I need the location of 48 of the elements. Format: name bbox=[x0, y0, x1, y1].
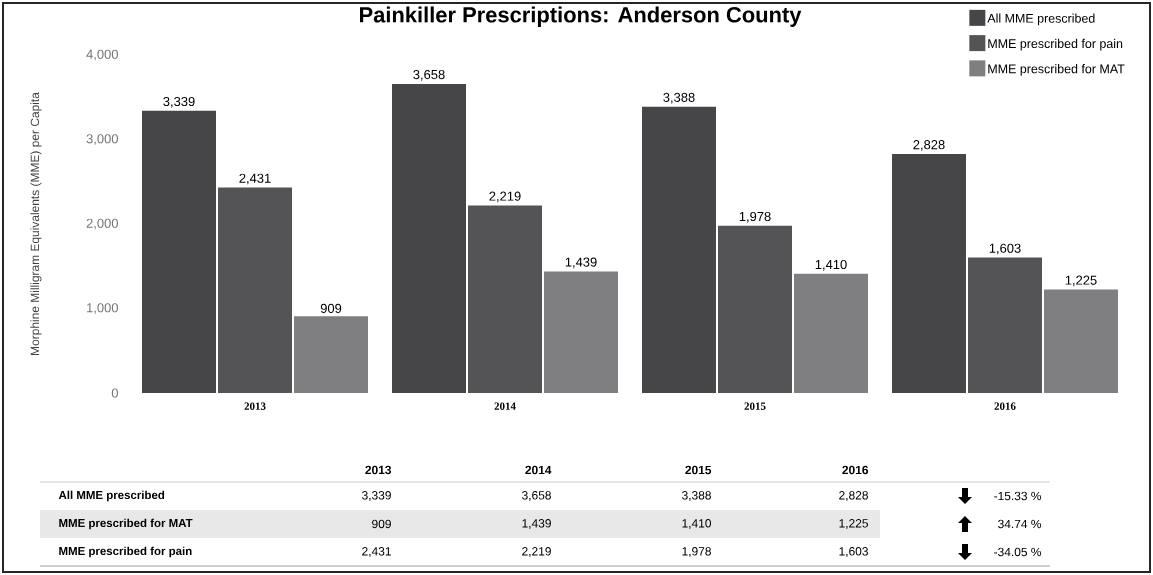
y-tick-label: 2,000 bbox=[86, 218, 118, 230]
data-label: 2,431 bbox=[239, 173, 271, 185]
category-label: 2014 bbox=[525, 465, 552, 475]
legend-label: All MME prescribed bbox=[987, 13, 1095, 26]
category-label: 2013 bbox=[365, 465, 392, 475]
legend-label: MME prescribed for pain bbox=[988, 38, 1123, 51]
y-tick-label: 0 bbox=[111, 388, 118, 398]
data-label: 1,225 bbox=[1065, 275, 1097, 287]
text: MME prescribed for MAT bbox=[59, 518, 193, 530]
data-label: 2,219 bbox=[489, 191, 521, 203]
text: 1,978 bbox=[682, 547, 711, 557]
x-tick-label: 2016 bbox=[994, 402, 1016, 410]
data-label: 3,388 bbox=[663, 92, 695, 104]
y-tick-label: 1,000 bbox=[87, 303, 118, 314]
text: MME prescribed for pain bbox=[59, 546, 192, 558]
data-label: 2,828 bbox=[913, 140, 945, 151]
chart-title: Painkiller Prescriptions: Anderson County bbox=[360, 6, 802, 27]
data-label: 3,658 bbox=[413, 69, 445, 81]
text: 1,603 bbox=[839, 547, 868, 557]
data-label: 1,410 bbox=[815, 259, 847, 271]
y-tick-label: 3,000 bbox=[86, 134, 118, 145]
text: All MME prescribed bbox=[58, 490, 165, 502]
data-label: 3,339 bbox=[163, 96, 195, 108]
y-axis-title: Morphine Milligram Equivalents (MME) per Capita bbox=[30, 92, 42, 355]
text: -15.33 % bbox=[994, 491, 1042, 501]
text: 1,410 bbox=[682, 519, 712, 529]
text: 2,219 bbox=[522, 547, 551, 557]
category-label: 2016 bbox=[842, 465, 869, 475]
y-tick-label: 4,000 bbox=[86, 49, 118, 61]
text: 909 bbox=[372, 519, 391, 529]
data-label: 909 bbox=[320, 303, 342, 313]
data-label: 1,603 bbox=[989, 243, 1021, 255]
category-label: 2015 bbox=[685, 465, 712, 475]
text: 1,439 bbox=[522, 519, 551, 529]
text: 34.74 % bbox=[998, 519, 1042, 529]
x-tick-label: 2014 bbox=[494, 402, 516, 410]
text: 2,828 bbox=[839, 491, 868, 501]
text: -34.05 % bbox=[994, 547, 1042, 557]
data-label: 1,439 bbox=[565, 257, 597, 269]
data-label: 1,978 bbox=[739, 211, 771, 223]
legend-label: MME prescribed for MAT bbox=[988, 64, 1125, 76]
text: 1,225 bbox=[839, 519, 868, 529]
x-tick-label: 2015 bbox=[744, 402, 766, 410]
text: 3,388 bbox=[682, 491, 711, 501]
text: 2,431 bbox=[362, 547, 391, 557]
x-tick-label: 2013 bbox=[244, 402, 266, 410]
text: 3,658 bbox=[522, 491, 551, 501]
text: 3,339 bbox=[362, 491, 391, 501]
